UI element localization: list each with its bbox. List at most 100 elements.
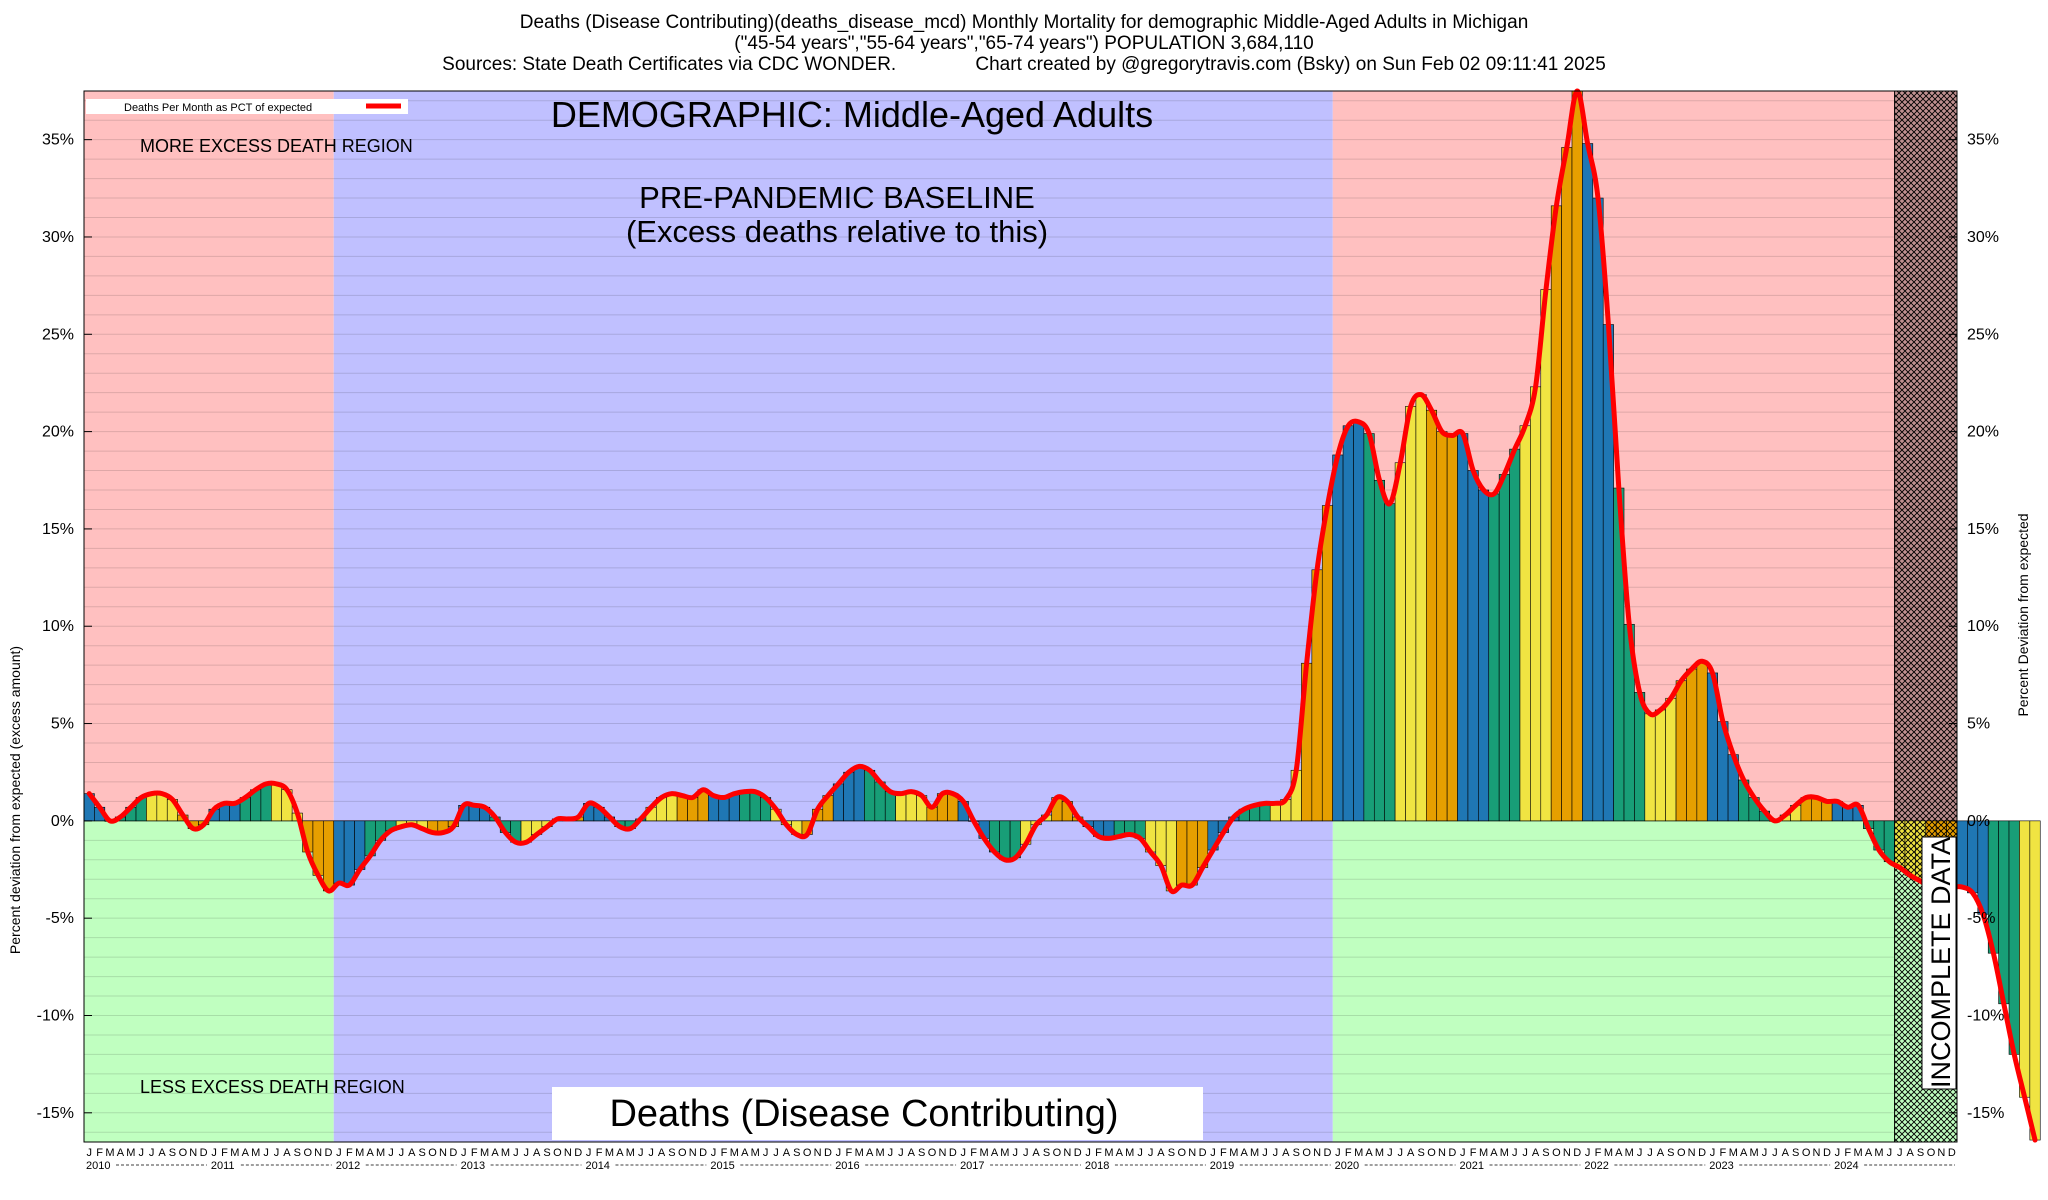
x-month-label: N	[1563, 1147, 1571, 1159]
x-month-label: J	[523, 1147, 529, 1159]
x-month-label: F	[970, 1147, 977, 1159]
bar	[1405, 405, 1417, 822]
demographic-label: DEMOGRAPHIC: Middle-Aged Adults	[551, 94, 1153, 135]
x-month-label: M	[605, 1147, 614, 1159]
axis-layer: -15% -15% -10% -10% -5% -5% 0% 0% 5% 5% 10% 10% 15% 1…	[37, 132, 2005, 1172]
x-month-label: A	[783, 1147, 791, 1159]
x-year-label: 2014	[585, 1160, 609, 1172]
x-month-label: J	[1013, 1147, 1019, 1159]
bar	[1550, 205, 1562, 822]
x-month-label: J	[773, 1147, 779, 1159]
x-month-label: M	[1104, 1147, 1113, 1159]
x-year-label: 2012	[336, 1160, 360, 1172]
y-tick-label-right: 0%	[1967, 813, 1990, 830]
x-month-label: A	[616, 1147, 624, 1159]
x-month-label: N	[314, 1147, 322, 1159]
x-month-label: J	[1887, 1147, 1893, 1159]
x-month-label: D	[1698, 1147, 1706, 1159]
x-month-label: J	[1522, 1147, 1528, 1159]
baseline-label: PRE-PANDEMIC BASELINE	[639, 180, 1035, 215]
x-month-label: M	[1479, 1147, 1488, 1159]
trend-line	[86, 88, 2038, 1143]
x-month-label: J	[1710, 1147, 1716, 1159]
x-month-label: A	[1282, 1147, 1290, 1159]
x-month-label: M	[1229, 1147, 1238, 1159]
x-month-label: J	[1647, 1147, 1653, 1159]
footer-label-box	[552, 1087, 1203, 1140]
bar	[999, 820, 1011, 861]
bar	[1956, 820, 1968, 888]
source-credit: Sources: State Death Certificates via CD…	[442, 54, 897, 75]
x-month-label: J	[1762, 1147, 1768, 1159]
x-month-label: A	[741, 1147, 749, 1159]
x-month-label: J	[1148, 1147, 1154, 1159]
x-month-label: A	[533, 1147, 541, 1159]
x-month-label: D	[824, 1147, 832, 1159]
x-month-label: A	[366, 1147, 374, 1159]
chart-title: Deaths (Disease Contributing)(deaths_dis…	[519, 12, 1529, 33]
bar	[1415, 394, 1427, 822]
x-month-label: A	[283, 1147, 291, 1159]
less-excess-region	[84, 820, 334, 1142]
x-month-label: F	[1595, 1147, 1602, 1159]
x-month-label: J	[898, 1147, 904, 1159]
bar	[1363, 433, 1375, 822]
y-tick-label-left: -15%	[37, 1105, 74, 1122]
x-month-label: A	[1490, 1147, 1498, 1159]
x-month-label: J	[1210, 1147, 1216, 1159]
x-month-label: F	[1720, 1147, 1727, 1159]
x-year-label: 2017	[960, 1160, 984, 1172]
x-month-label: A	[1532, 1147, 1540, 1159]
x-month-label: N	[938, 1147, 946, 1159]
x-month-label: O	[678, 1147, 687, 1159]
x-month-label: M	[1500, 1147, 1509, 1159]
x-month-label: O	[928, 1147, 937, 1159]
bar	[2008, 820, 2020, 1055]
x-month-label: J	[1585, 1147, 1591, 1159]
x-month-label: M	[1354, 1147, 1363, 1159]
bar	[1821, 801, 1833, 822]
x-month-label: A	[1615, 1147, 1623, 1159]
y-tick-label-right: 20%	[1967, 424, 1999, 441]
x-month-label: S	[1168, 1147, 1175, 1159]
x-year-label: 2020	[1335, 1160, 1359, 1172]
x-month-label: N	[1937, 1147, 1945, 1159]
bar	[1530, 386, 1542, 822]
x-month-label: O	[1802, 1147, 1811, 1159]
x-month-label: M	[1750, 1147, 1759, 1159]
bar	[1561, 147, 1573, 822]
x-month-label: S	[1667, 1147, 1674, 1159]
x-month-label: J	[388, 1147, 394, 1159]
bar	[1342, 425, 1354, 822]
x-month-label: J	[1637, 1147, 1643, 1159]
x-month-label: J	[586, 1147, 592, 1159]
y-tick-label-right: -5%	[1967, 910, 1995, 927]
bar	[853, 766, 865, 822]
x-month-label: D	[1074, 1147, 1082, 1159]
chart-title-block: Deaths (Disease Contributing)(deaths_dis…	[0, 12, 2048, 75]
x-year-label: 2018	[1085, 1160, 1109, 1172]
x-month-label: A	[1032, 1147, 1040, 1159]
x-month-label: J	[648, 1147, 654, 1159]
x-month-label: A	[1740, 1147, 1748, 1159]
x-month-label: M	[979, 1147, 988, 1159]
bar	[333, 820, 345, 884]
x-month-label: S	[419, 1147, 426, 1159]
x-month-label: M	[875, 1147, 884, 1159]
x-month-label: S	[169, 1147, 176, 1159]
x-month-label: N	[439, 1147, 447, 1159]
y-tick-label-left: 5%	[51, 716, 74, 733]
bar	[1654, 709, 1666, 822]
x-year-label: 2022	[1584, 1160, 1608, 1172]
x-month-label: D	[449, 1147, 457, 1159]
x-month-label: J	[1772, 1147, 1778, 1159]
bar	[1592, 197, 1604, 822]
x-year-label: 2024	[1834, 1160, 1858, 1172]
x-month-label: F	[596, 1147, 603, 1159]
y-tick-label-right: 10%	[1967, 618, 1999, 635]
y-tick-label-left: 35%	[42, 132, 74, 149]
x-year-label: 2015	[710, 1160, 734, 1172]
x-month-label: J	[1137, 1147, 1143, 1159]
y-tick-label-right: 25%	[1967, 326, 1999, 343]
x-month-label: J	[1897, 1147, 1903, 1159]
